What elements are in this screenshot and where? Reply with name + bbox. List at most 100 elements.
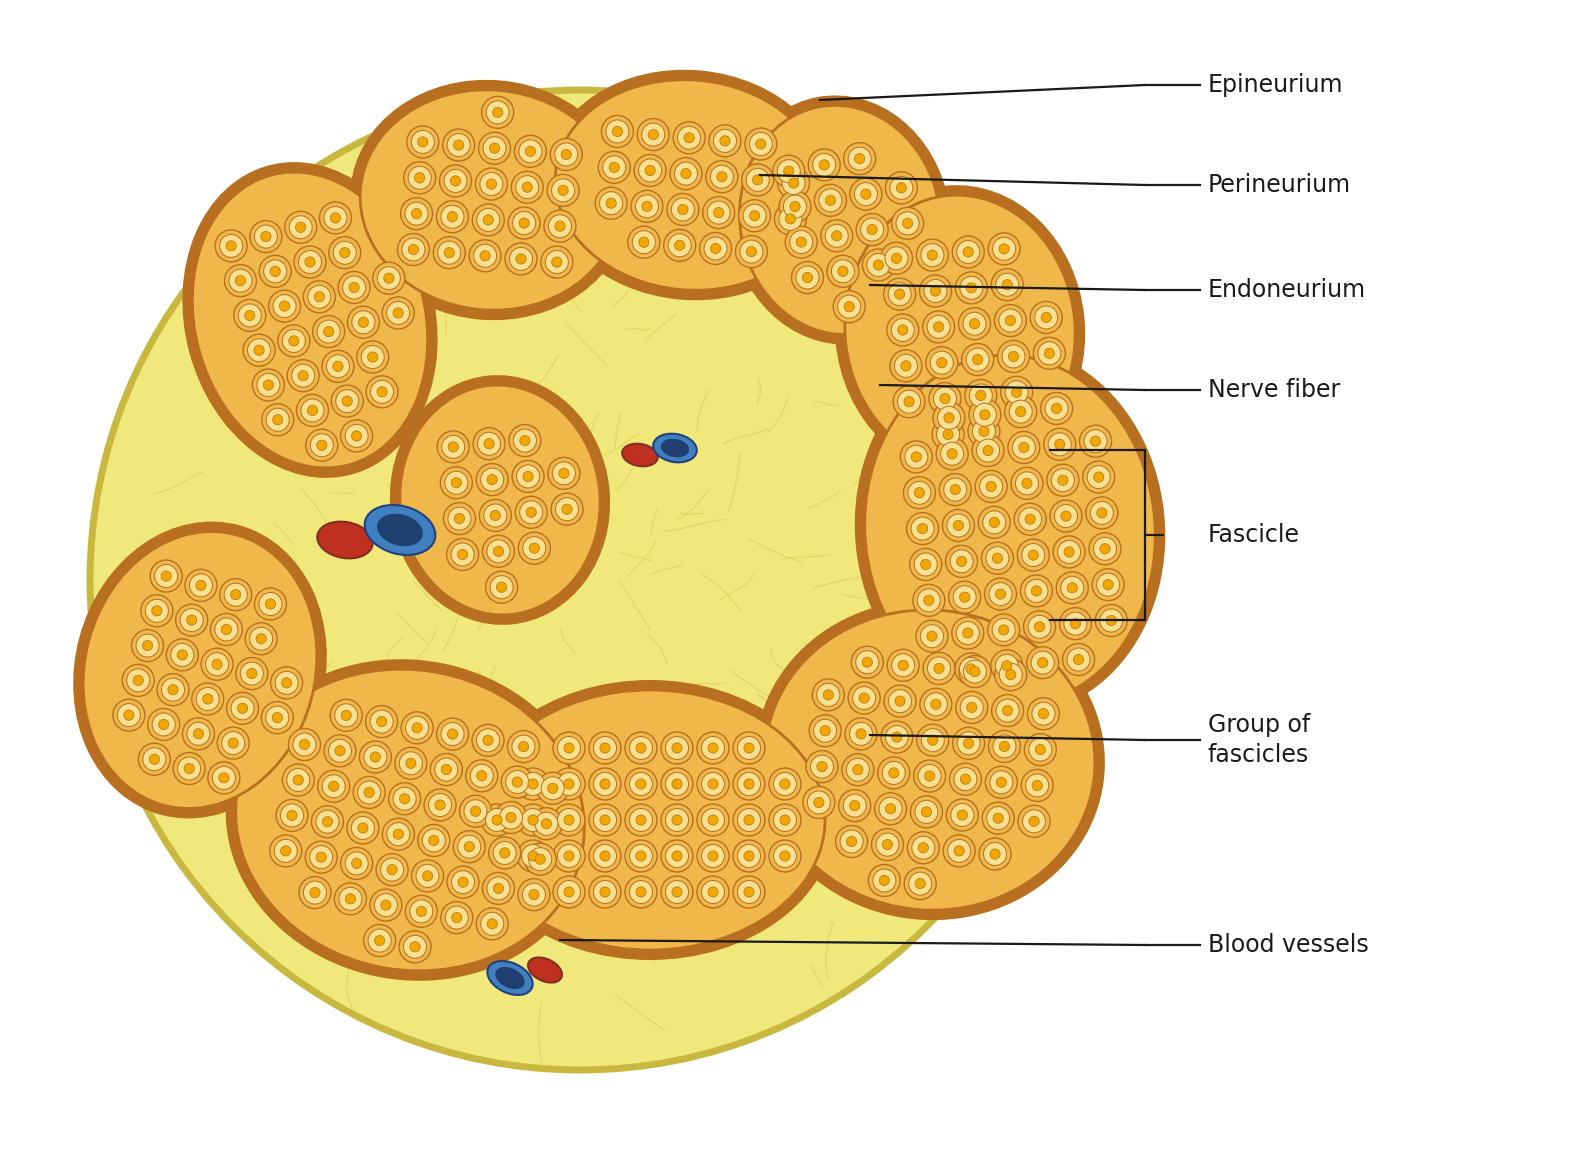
Circle shape	[407, 126, 439, 158]
Circle shape	[188, 722, 210, 746]
Circle shape	[412, 860, 444, 892]
Circle shape	[404, 935, 426, 959]
Text: Perineurium: Perineurium	[1208, 172, 1352, 197]
Circle shape	[483, 214, 493, 225]
Circle shape	[1067, 648, 1091, 671]
Circle shape	[588, 804, 622, 836]
Circle shape	[143, 748, 165, 771]
Circle shape	[916, 620, 948, 652]
Circle shape	[986, 481, 997, 492]
Circle shape	[1051, 468, 1075, 492]
Circle shape	[472, 204, 504, 236]
Circle shape	[779, 850, 790, 861]
Circle shape	[272, 415, 283, 425]
Circle shape	[1002, 280, 1013, 290]
Circle shape	[1046, 464, 1080, 496]
Circle shape	[458, 877, 467, 888]
Circle shape	[248, 339, 270, 361]
Circle shape	[1061, 511, 1072, 521]
Circle shape	[952, 727, 984, 760]
Circle shape	[281, 678, 291, 689]
Circle shape	[599, 779, 611, 789]
Circle shape	[499, 848, 510, 859]
Circle shape	[921, 728, 944, 751]
Ellipse shape	[390, 375, 611, 624]
Circle shape	[911, 517, 933, 541]
Circle shape	[154, 565, 178, 587]
Circle shape	[964, 312, 986, 336]
Circle shape	[1018, 539, 1049, 571]
Circle shape	[439, 165, 472, 197]
Circle shape	[744, 743, 754, 753]
Circle shape	[701, 772, 725, 796]
Circle shape	[1005, 316, 1016, 326]
Circle shape	[452, 543, 474, 566]
Circle shape	[989, 517, 1000, 528]
Ellipse shape	[377, 514, 423, 546]
Circle shape	[1061, 577, 1084, 599]
Circle shape	[477, 729, 499, 751]
Circle shape	[898, 661, 908, 670]
Circle shape	[541, 246, 572, 278]
Circle shape	[593, 881, 617, 904]
Circle shape	[558, 736, 580, 760]
Circle shape	[1056, 572, 1088, 603]
Circle shape	[1084, 430, 1107, 453]
Circle shape	[940, 394, 951, 404]
Circle shape	[487, 539, 510, 563]
Circle shape	[169, 685, 178, 694]
Circle shape	[558, 845, 580, 868]
Circle shape	[399, 931, 431, 962]
Circle shape	[320, 202, 351, 234]
Circle shape	[517, 768, 549, 800]
Circle shape	[231, 697, 254, 720]
Circle shape	[979, 475, 1003, 497]
Circle shape	[995, 655, 1018, 677]
Circle shape	[832, 260, 854, 283]
Circle shape	[867, 254, 890, 276]
Circle shape	[440, 764, 452, 775]
Circle shape	[1064, 612, 1088, 635]
Circle shape	[859, 693, 870, 704]
Circle shape	[916, 878, 925, 889]
Circle shape	[437, 241, 461, 264]
Circle shape	[960, 696, 983, 719]
Circle shape	[879, 797, 902, 820]
Circle shape	[625, 840, 657, 871]
Ellipse shape	[661, 439, 688, 458]
Circle shape	[149, 560, 183, 592]
Circle shape	[1002, 706, 1013, 715]
Circle shape	[310, 433, 334, 457]
Circle shape	[892, 732, 902, 742]
Circle shape	[475, 168, 507, 200]
Circle shape	[994, 813, 1003, 824]
Circle shape	[854, 183, 878, 206]
Ellipse shape	[192, 172, 428, 468]
Circle shape	[868, 864, 900, 897]
Circle shape	[308, 285, 331, 309]
Ellipse shape	[835, 185, 1084, 475]
Circle shape	[790, 231, 812, 254]
Circle shape	[663, 230, 696, 261]
Circle shape	[1097, 573, 1119, 596]
Circle shape	[612, 126, 623, 136]
Circle shape	[1032, 586, 1041, 596]
Circle shape	[494, 802, 526, 833]
Text: Endoneurium: Endoneurium	[1208, 278, 1366, 302]
Text: Epineurium: Epineurium	[1208, 73, 1344, 97]
Circle shape	[701, 809, 725, 832]
Circle shape	[512, 735, 534, 758]
Circle shape	[549, 458, 580, 489]
Circle shape	[999, 243, 1010, 254]
Circle shape	[440, 467, 472, 499]
Circle shape	[943, 509, 975, 542]
Circle shape	[997, 777, 1006, 788]
Circle shape	[819, 189, 843, 212]
Circle shape	[256, 634, 266, 644]
Circle shape	[774, 203, 806, 235]
Circle shape	[345, 894, 356, 904]
Circle shape	[954, 768, 976, 791]
Circle shape	[1043, 429, 1076, 460]
Circle shape	[316, 852, 326, 862]
Ellipse shape	[350, 80, 630, 320]
